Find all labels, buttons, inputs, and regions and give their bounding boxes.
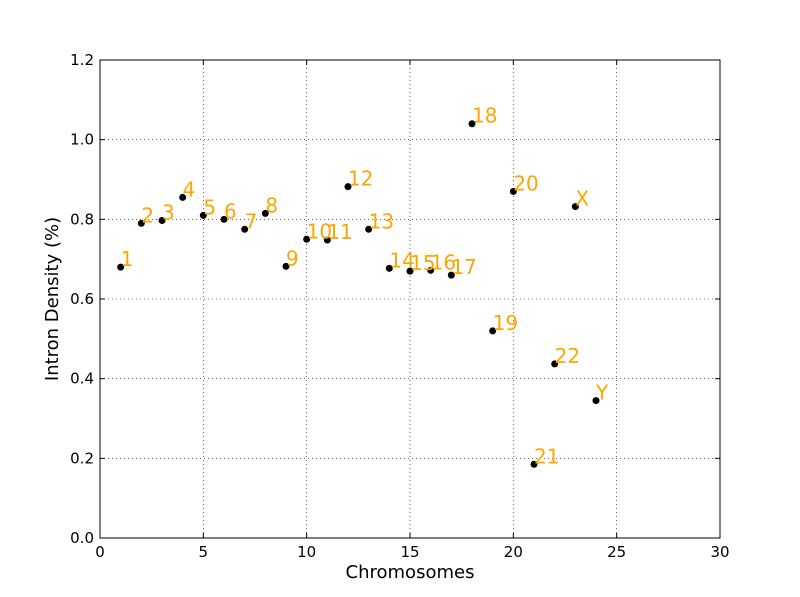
y-tick-label: 0.8 bbox=[70, 210, 94, 228]
data-point bbox=[137, 219, 145, 227]
y-tick-label: 0.6 bbox=[70, 290, 94, 308]
x-axis-label: Chromosomes bbox=[346, 562, 475, 583]
data-point-label: 10 bbox=[307, 219, 332, 243]
data-point-label: 21 bbox=[534, 444, 559, 468]
data-point bbox=[158, 217, 166, 225]
data-point bbox=[468, 120, 476, 128]
data-point bbox=[199, 211, 207, 219]
y-tick-label: 1.0 bbox=[70, 131, 94, 149]
data-point-label: 1 bbox=[121, 247, 134, 271]
data-point bbox=[447, 271, 455, 279]
data-point-label: 6 bbox=[224, 199, 237, 223]
y-tick-label: 0.0 bbox=[70, 529, 94, 547]
data-point bbox=[303, 235, 311, 243]
data-point-label: 14 bbox=[389, 248, 414, 272]
y-tick-label: 1.2 bbox=[70, 51, 94, 69]
data-point bbox=[179, 193, 187, 201]
x-tick-label: 0 bbox=[95, 543, 105, 561]
y-tick-label: 0.4 bbox=[70, 370, 94, 388]
x-tick-label: 25 bbox=[607, 543, 626, 561]
data-point bbox=[365, 225, 373, 233]
data-point bbox=[117, 263, 125, 271]
data-point-label: 7 bbox=[245, 209, 258, 233]
data-point bbox=[241, 225, 249, 233]
data-point-label: 22 bbox=[555, 344, 580, 368]
data-point-label: 13 bbox=[369, 209, 394, 233]
data-point-label: 11 bbox=[327, 220, 352, 244]
x-tick-label: 5 bbox=[199, 543, 209, 561]
data-point-label: 8 bbox=[265, 193, 278, 217]
data-point-label: 16 bbox=[431, 250, 456, 274]
data-point bbox=[571, 203, 579, 211]
data-point-label: X bbox=[575, 187, 589, 211]
data-point-label: 4 bbox=[183, 177, 196, 201]
data-point bbox=[509, 187, 517, 195]
data-point bbox=[406, 267, 414, 275]
data-point-label: 17 bbox=[451, 255, 476, 279]
x-tick-label: 30 bbox=[710, 543, 729, 561]
data-point bbox=[530, 460, 538, 468]
x-tick-label: 15 bbox=[400, 543, 419, 561]
data-point bbox=[427, 266, 435, 274]
data-point-label: 3 bbox=[162, 201, 175, 225]
y-axis-label: Intron Density (%) bbox=[42, 217, 63, 381]
data-point-label: 18 bbox=[472, 104, 497, 128]
data-point bbox=[282, 262, 290, 270]
data-point bbox=[551, 360, 559, 368]
data-point-label: 9 bbox=[286, 246, 299, 270]
data-point bbox=[261, 209, 269, 217]
data-point bbox=[592, 397, 600, 405]
data-point-label: 5 bbox=[203, 195, 216, 219]
data-point-label: 12 bbox=[348, 167, 373, 191]
data-point-label: 15 bbox=[410, 251, 435, 275]
data-point-label: 19 bbox=[493, 311, 518, 335]
data-point bbox=[323, 236, 331, 244]
data-point-label: 20 bbox=[513, 171, 538, 195]
data-point bbox=[489, 327, 497, 335]
x-tick-label: 20 bbox=[504, 543, 523, 561]
data-point bbox=[344, 183, 352, 191]
grid bbox=[99, 59, 721, 539]
data-point-label: Y bbox=[595, 381, 609, 405]
x-tick-label: 10 bbox=[297, 543, 316, 561]
y-tick-label: 0.2 bbox=[70, 449, 94, 467]
axis-ticks: 0 5 10 15 20 25 300.00.20.40.60.81.01.2 bbox=[70, 51, 729, 561]
data-point bbox=[220, 215, 228, 223]
data-point-label: 2 bbox=[141, 203, 154, 227]
data-point bbox=[385, 264, 393, 272]
data-points bbox=[117, 120, 600, 468]
